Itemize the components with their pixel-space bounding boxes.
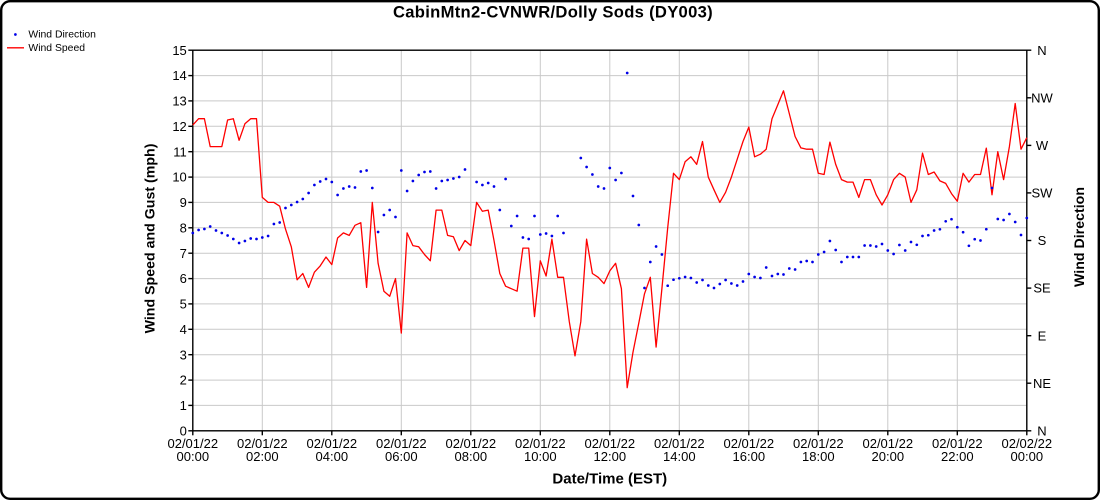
svg-text:02/01/22: 02/01/22 xyxy=(515,436,566,451)
svg-text:12:00: 12:00 xyxy=(594,449,627,464)
svg-text:18:00: 18:00 xyxy=(802,449,835,464)
svg-text:02/01/22: 02/01/22 xyxy=(932,436,983,451)
svg-text:02/01/22: 02/01/22 xyxy=(306,436,357,451)
svg-text:22:00: 22:00 xyxy=(941,449,974,464)
svg-text:02/01/22: 02/01/22 xyxy=(237,436,288,451)
svg-text:7: 7 xyxy=(180,246,187,261)
svg-text:2: 2 xyxy=(180,373,187,388)
svg-text:NW: NW xyxy=(1031,90,1053,105)
svg-text:5: 5 xyxy=(180,297,187,312)
svg-text:CabinMtn2-CVNWR/Dolly Sods (DY: CabinMtn2-CVNWR/Dolly Sods (DY003) xyxy=(393,3,713,22)
svg-text:Wind Direction: Wind Direction xyxy=(1072,187,1088,287)
svg-text:SE: SE xyxy=(1033,281,1051,296)
svg-text:12: 12 xyxy=(172,119,186,134)
svg-text:16:00: 16:00 xyxy=(733,449,766,464)
svg-text:00:00: 00:00 xyxy=(177,449,210,464)
svg-text:02/01/22: 02/01/22 xyxy=(723,436,774,451)
svg-text:NE: NE xyxy=(1033,376,1051,391)
svg-text:14: 14 xyxy=(172,68,186,83)
svg-text:10:00: 10:00 xyxy=(524,449,557,464)
svg-text:02/01/22: 02/01/22 xyxy=(167,436,218,451)
svg-text:10: 10 xyxy=(172,170,186,185)
svg-text:8: 8 xyxy=(180,220,187,235)
svg-text:SW: SW xyxy=(1032,186,1054,201)
svg-text:02/01/22: 02/01/22 xyxy=(862,436,913,451)
svg-text:04:00: 04:00 xyxy=(316,449,349,464)
svg-text:N: N xyxy=(1037,423,1046,438)
svg-text:Date/Time (EST): Date/Time (EST) xyxy=(552,471,667,488)
svg-text:S: S xyxy=(1038,233,1047,248)
svg-text:02:00: 02:00 xyxy=(246,449,279,464)
svg-text:E: E xyxy=(1038,328,1047,343)
svg-text:11: 11 xyxy=(173,144,187,159)
svg-text:6: 6 xyxy=(180,271,187,286)
svg-text:9: 9 xyxy=(180,195,187,210)
svg-text:02/01/22: 02/01/22 xyxy=(793,436,844,451)
svg-text:02/01/22: 02/01/22 xyxy=(654,436,705,451)
svg-text:02/01/22: 02/01/22 xyxy=(445,436,496,451)
svg-text:13: 13 xyxy=(172,94,186,109)
svg-text:20:00: 20:00 xyxy=(872,449,905,464)
svg-text:Wind Speed: Wind Speed xyxy=(28,43,85,54)
svg-text:3: 3 xyxy=(180,347,187,362)
svg-text:Wind Speed and Gust (mph): Wind Speed and Gust (mph) xyxy=(143,143,159,333)
svg-text:4: 4 xyxy=(180,322,187,337)
svg-text:W: W xyxy=(1036,138,1049,153)
svg-text:00:00: 00:00 xyxy=(1011,449,1044,464)
svg-text:08:00: 08:00 xyxy=(455,449,488,464)
svg-text:06:00: 06:00 xyxy=(385,449,418,464)
svg-text:N: N xyxy=(1037,43,1046,58)
svg-text:02/02/22: 02/02/22 xyxy=(1001,436,1052,451)
svg-text:1: 1 xyxy=(180,398,187,413)
svg-text:14:00: 14:00 xyxy=(663,449,696,464)
svg-text:02/01/22: 02/01/22 xyxy=(376,436,427,451)
svg-text:02/01/22: 02/01/22 xyxy=(584,436,635,451)
svg-text:15: 15 xyxy=(172,43,186,58)
svg-text:Wind Direction: Wind Direction xyxy=(28,30,96,41)
svg-text:0: 0 xyxy=(180,423,187,438)
